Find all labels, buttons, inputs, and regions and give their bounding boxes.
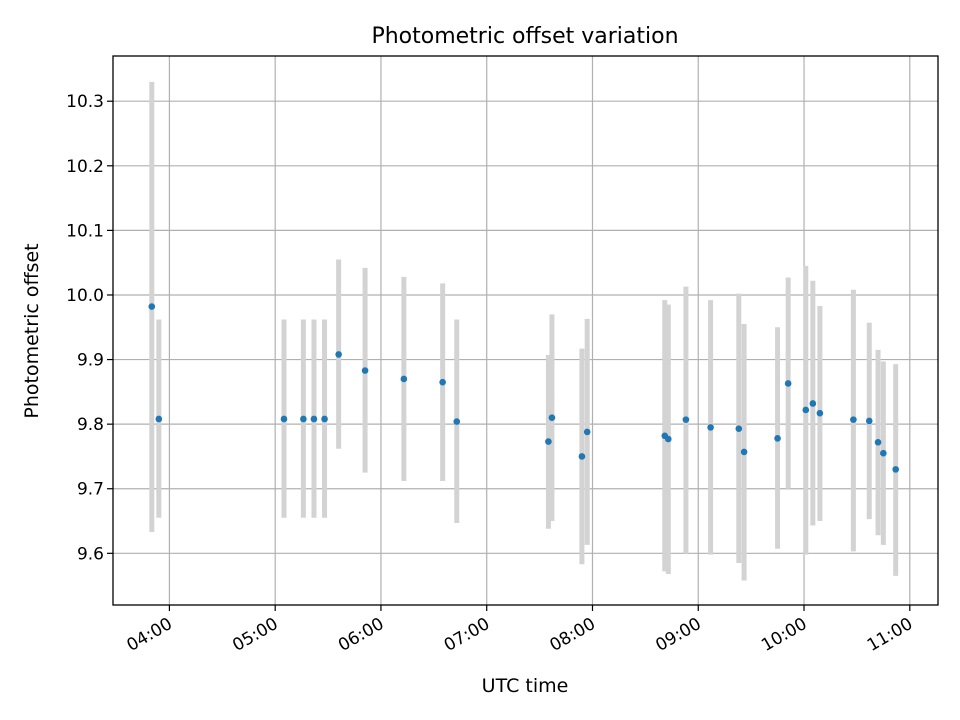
- grid: [113, 56, 938, 605]
- data-point: [802, 406, 810, 414]
- data-point: [578, 453, 586, 460]
- data-point: [335, 351, 342, 358]
- data-point: [361, 367, 369, 374]
- data-point: [280, 415, 288, 423]
- data-point: [439, 378, 446, 386]
- data-point: [148, 303, 156, 310]
- data-point: [880, 449, 887, 457]
- y-tick-label: 9.7: [77, 480, 104, 500]
- data-points: [148, 303, 899, 473]
- data-point: [664, 435, 672, 443]
- data-point: [321, 415, 328, 423]
- data-point: [583, 428, 591, 436]
- y-axis-label: Photometric offset: [21, 243, 43, 418]
- y-tick-label: 10.2: [66, 157, 104, 177]
- data-point: [453, 418, 461, 425]
- data-point: [809, 400, 817, 407]
- y-tick-label: 9.6: [77, 544, 104, 564]
- data-point: [816, 409, 824, 417]
- data-point: [545, 438, 552, 445]
- y-tick-label: 10.1: [66, 221, 104, 241]
- data-point: [400, 375, 408, 383]
- x-axis-label: UTC time: [482, 675, 569, 697]
- data-point: [850, 416, 857, 423]
- y-tick-label: 10.3: [66, 92, 104, 112]
- data-point: [707, 424, 714, 431]
- data-point: [300, 415, 307, 423]
- chart-title: Photometric offset variation: [371, 24, 678, 49]
- data-point: [682, 416, 690, 423]
- data-point: [155, 415, 163, 423]
- plot-frame: [112, 55, 939, 606]
- data-point: [740, 448, 748, 456]
- data-point: [892, 466, 899, 473]
- data-point: [865, 417, 873, 425]
- y-tick-label: 9.8: [77, 415, 104, 435]
- data-point: [774, 435, 781, 442]
- data-point: [735, 425, 743, 432]
- data-point: [548, 414, 556, 421]
- data-point: [310, 415, 318, 423]
- data-point: [784, 380, 792, 387]
- y-tick-label: 9.9: [77, 351, 104, 371]
- data-point: [874, 438, 882, 446]
- y-tick-label: 10.0: [66, 286, 104, 306]
